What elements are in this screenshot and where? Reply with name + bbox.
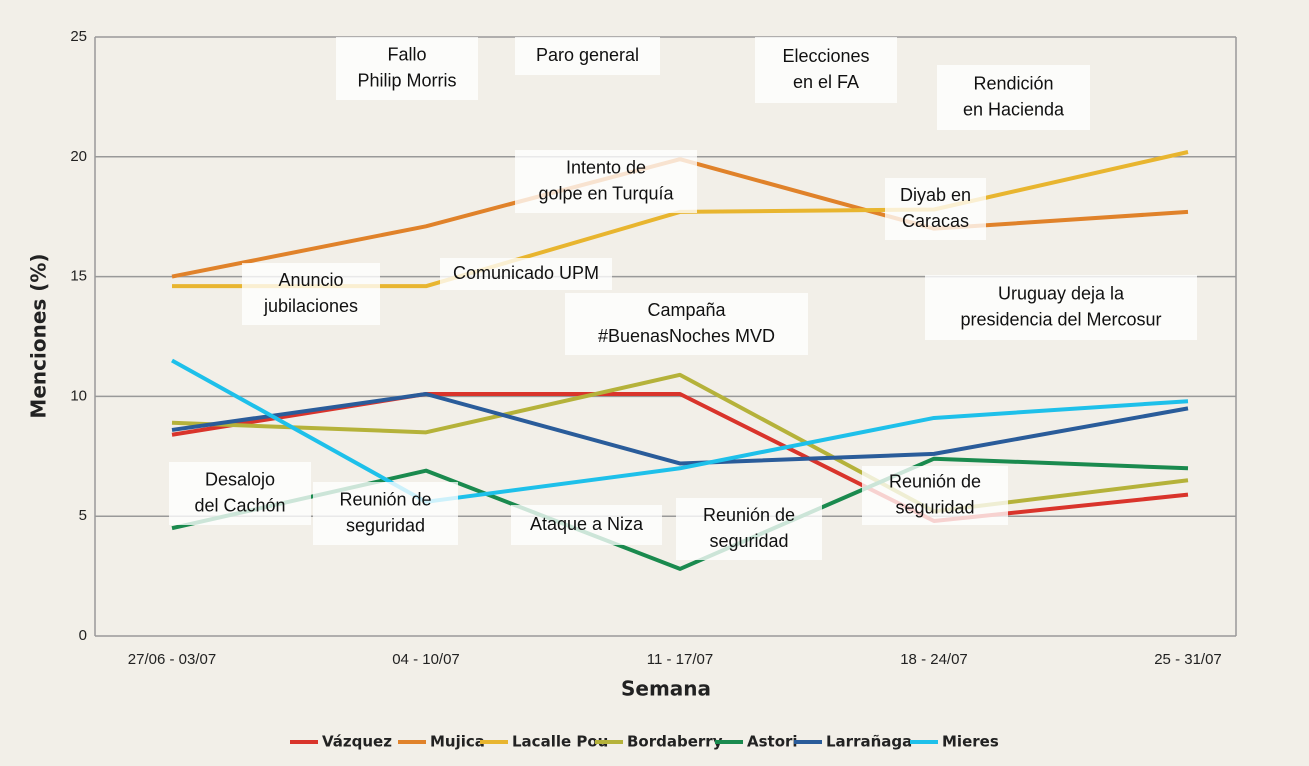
annotation-box [565,293,808,355]
y-tick-label: 15 [70,268,87,285]
legend-label: Mieres [942,733,999,751]
annotation-text: Reunión de [703,505,795,525]
annotation-box [336,37,478,100]
legend-label: Astori [747,733,798,751]
x-tick-label: 11 - 17/07 [647,651,713,668]
legend-label: Larrañaga [826,733,912,751]
annotation-box [937,65,1090,130]
series-line [171,358,1189,504]
x-tick-label: 18 - 24/07 [900,651,968,668]
y-tick-label: 5 [79,507,87,524]
annotation-text: Rendición [973,73,1053,93]
annotation-box [885,178,986,240]
annotation-text: seguridad [346,515,425,535]
annotation-text: Elecciones [782,46,869,66]
annotation-box [440,258,612,290]
y-axis-label: Menciones (%) [27,253,51,418]
x-tick-label: 27/06 - 03/07 [128,651,216,668]
annotation-text: Diyab en [900,185,971,205]
annotation-box [755,37,897,103]
annotation-text: en Hacienda [963,99,1065,119]
annotation-text: Fallo [387,44,426,64]
annotation-box [313,482,458,545]
annotation-text: en el FA [793,72,859,92]
annotation-box [925,275,1197,340]
y-tick-label: 25 [70,28,87,45]
annotation-text: golpe en Turquía [538,183,674,203]
annotation-text: Reunión de [889,471,981,491]
legend-label: Vázquez [322,733,392,751]
annotation-text: jubilaciones [263,296,358,316]
series-line [171,392,1189,466]
annotation-text: #BuenasNoches MVD [598,326,775,346]
annotation-box [511,505,662,545]
annotation-text: Anuncio [278,270,343,290]
annotation-text: del Cachón [194,495,285,515]
annotation-text: Reunión de [339,489,431,509]
annotation-box [242,263,380,325]
annotation-text: Paro general [536,45,639,65]
annotation-box [515,37,660,75]
annotation-text: Uruguay deja la [998,283,1125,303]
annotation-box [862,466,1008,525]
annotation-text: Ataque a Niza [530,514,644,534]
annotation-text: Desalojo [205,469,275,489]
legend-label: Mujica [430,733,485,751]
annotation-text: Comunicado UPM [453,263,599,283]
annotation-text: seguridad [895,497,974,517]
x-axis-label: Semana [621,677,711,701]
annotation-text: Philip Morris [357,70,456,90]
annotation-text: seguridad [709,531,788,551]
annotation-box [169,462,311,525]
annotation-box [676,498,822,560]
annotation-text: Campaña [647,300,726,320]
y-tick-label: 10 [70,387,87,404]
annotation-text: Caracas [902,211,969,231]
y-tick-label: 0 [79,627,87,644]
series-line [171,372,1189,514]
y-tick-label: 20 [70,148,87,165]
legend-label: Lacalle Pou [512,733,608,751]
legend-label: Bordaberry [627,733,723,751]
annotation-box [515,150,697,213]
x-tick-label: 04 - 10/07 [392,651,460,668]
x-tick-label: 25 - 31/07 [1154,651,1222,668]
annotation-text: presidencia del Mercosur [960,309,1161,329]
annotation-text: Intento de [566,157,646,177]
